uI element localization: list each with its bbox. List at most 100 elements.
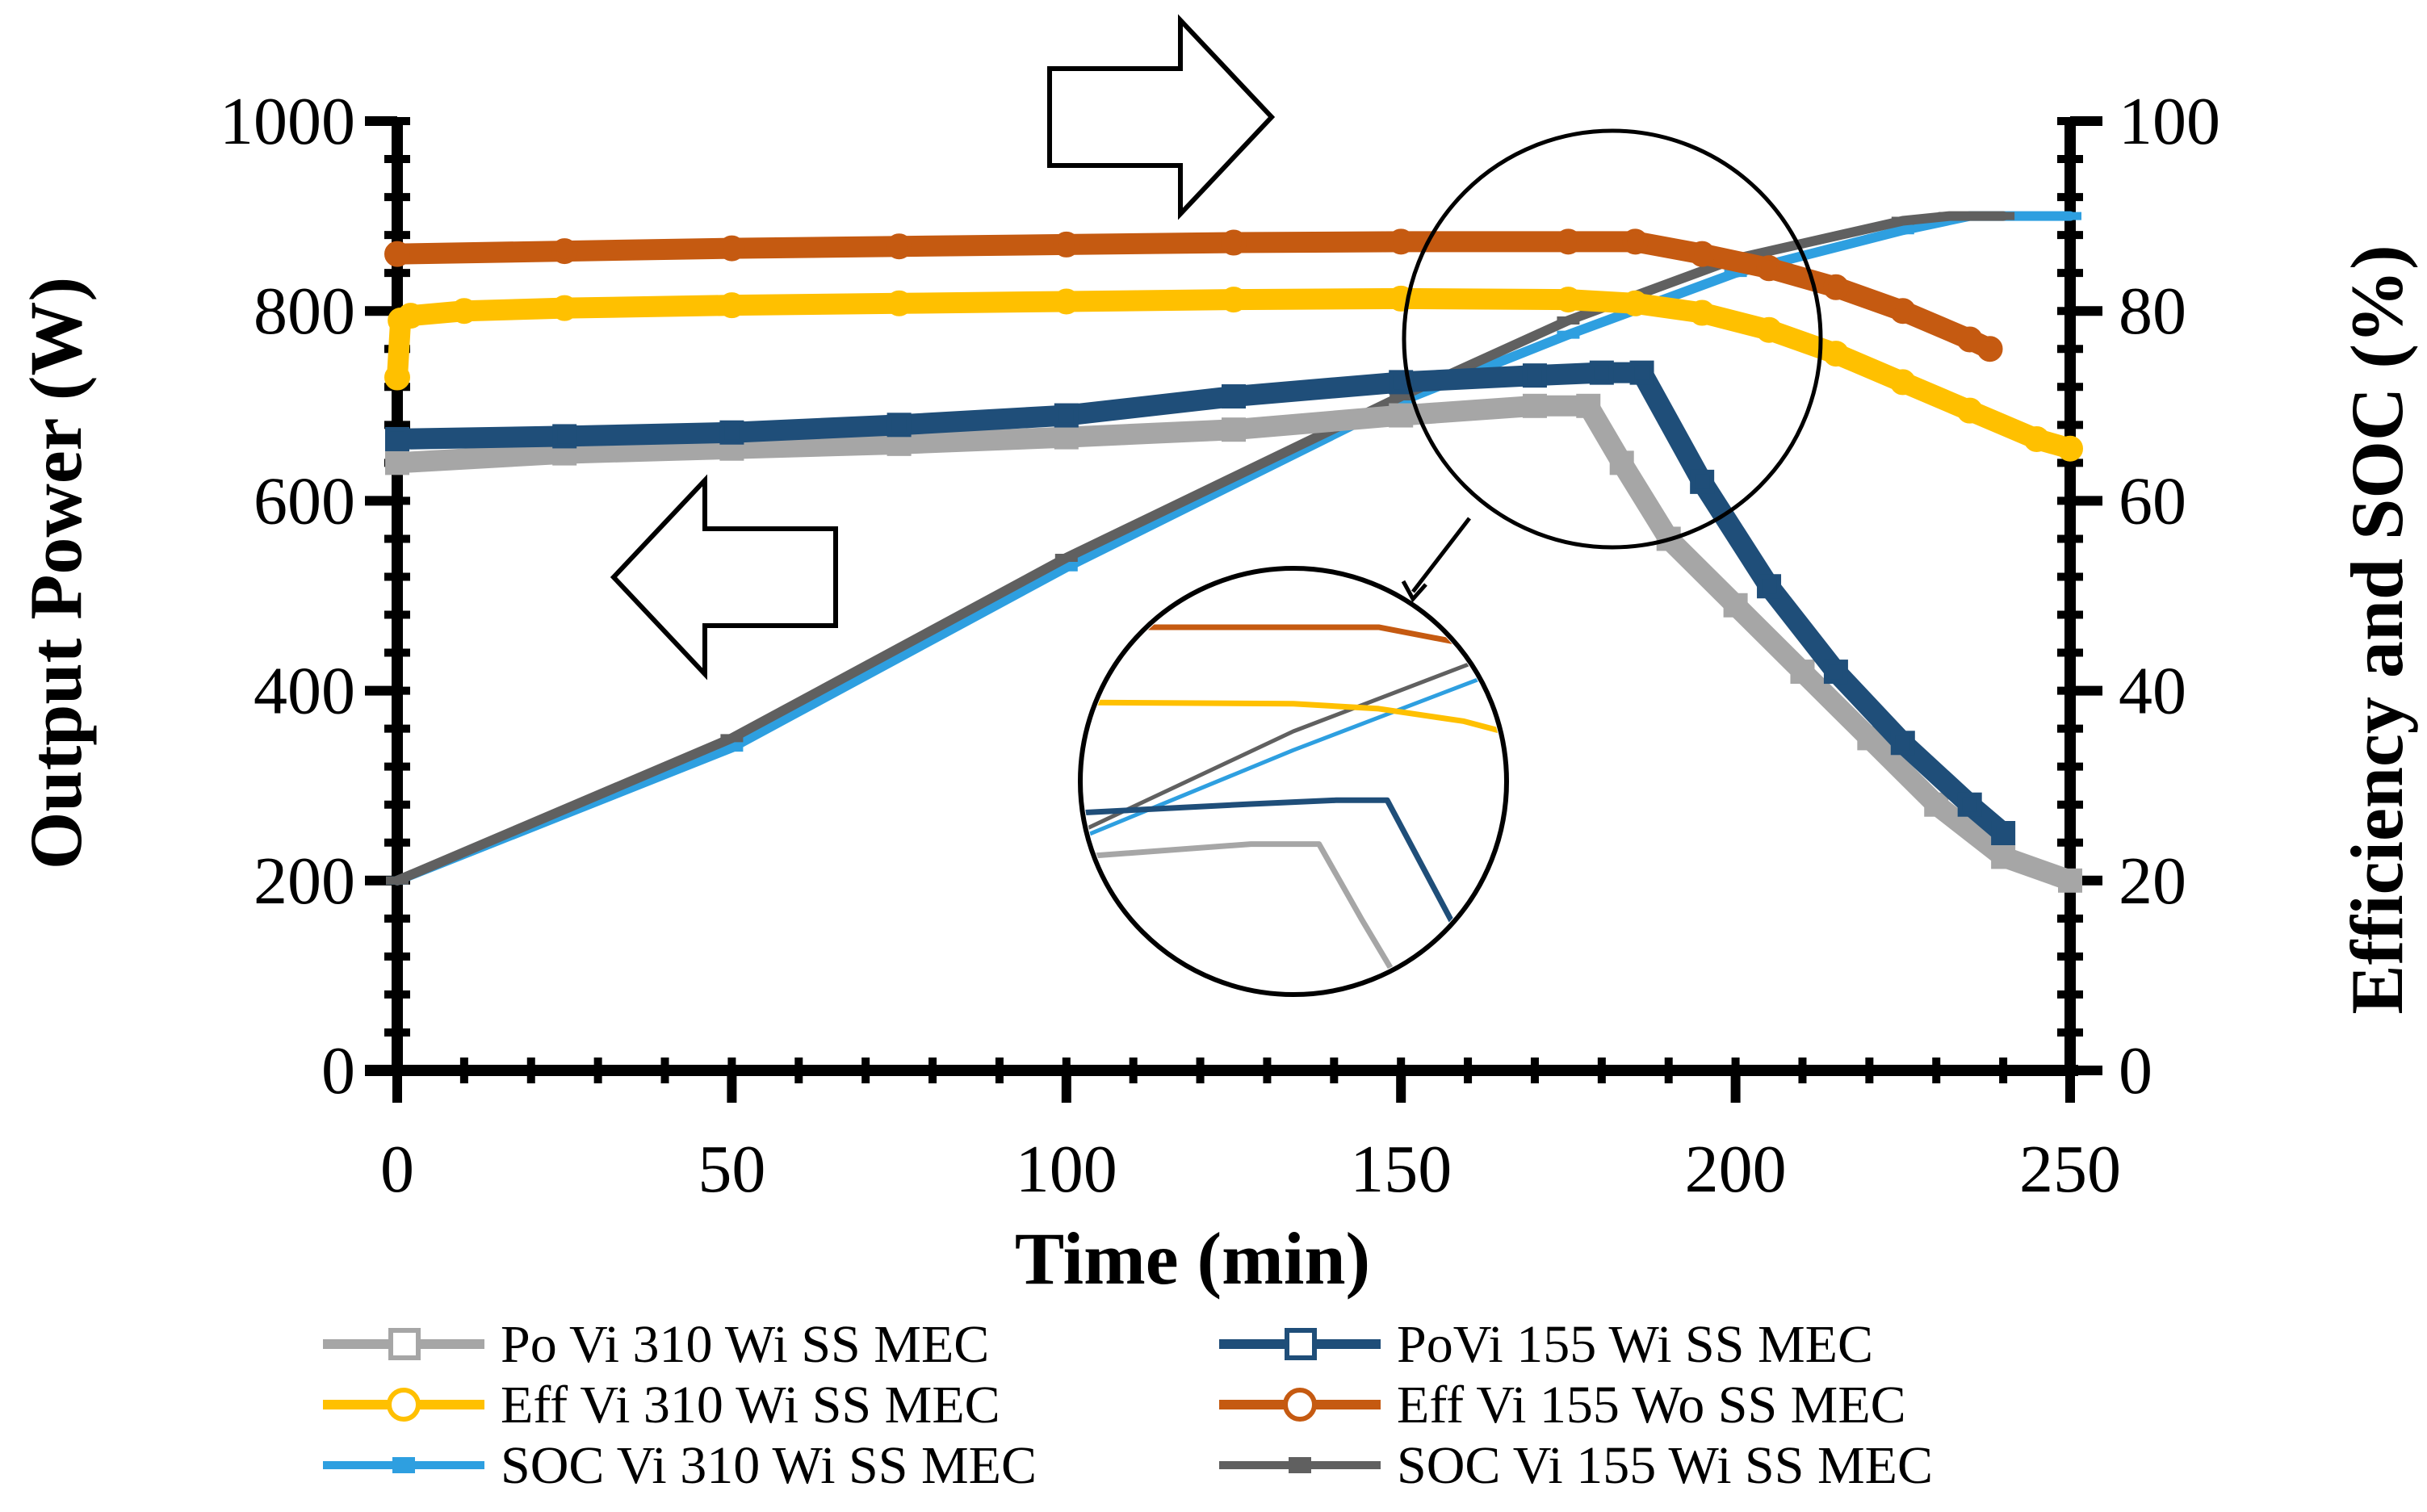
data-point	[887, 413, 912, 438]
legend-label: PoVi 155 Wi SS MEC	[1397, 1315, 1873, 1374]
data-point	[1889, 369, 1916, 396]
right-tick-label: 60	[2119, 463, 2186, 538]
legend-dash-marker	[392, 1457, 415, 1473]
annotations	[610, 14, 1823, 997]
right-tick-label: 100	[2119, 84, 2220, 159]
data-point	[1053, 288, 1079, 315]
legend-circle-marker	[387, 1388, 421, 1422]
data-point	[1522, 363, 1547, 388]
data-point	[1622, 290, 1649, 316]
data-point	[385, 426, 409, 451]
legend-square-marker	[1285, 1328, 1317, 1360]
data-point	[2057, 435, 2083, 462]
data-point	[1389, 403, 1414, 428]
inset-series-line-1	[1084, 797, 1503, 991]
zoom-inset-circle	[1078, 566, 1509, 997]
left-arrow-icon	[610, 474, 838, 681]
data-point	[2058, 868, 2082, 893]
data-point	[1656, 526, 1681, 551]
left-tick-label: 400	[254, 654, 355, 729]
data-point	[1723, 593, 1748, 618]
data-point	[1756, 316, 1783, 343]
data-point	[1388, 228, 1415, 255]
data-point	[1222, 384, 1246, 409]
data-point	[1790, 660, 1815, 685]
right-y-axis-title: Efficiency and SOC (%)	[2336, 245, 2418, 1014]
right-tick-label: 0	[2119, 1033, 2152, 1108]
x-tick-label: 150	[1350, 1132, 1452, 1207]
data-point	[1957, 792, 1982, 817]
data-point	[1956, 326, 1983, 353]
data-point	[551, 295, 578, 321]
data-point	[1924, 792, 1949, 817]
series-line-3	[387, 231, 2001, 360]
data-point	[1823, 660, 1848, 685]
inset-series-line-4	[1084, 591, 1503, 991]
data-point	[1221, 229, 1247, 256]
data-point	[451, 298, 477, 325]
x-tick-label: 200	[1685, 1132, 1787, 1207]
inset-series-line-0	[1084, 841, 1503, 991]
data-point	[1991, 821, 2016, 845]
right-tick-label: 80	[2119, 274, 2186, 349]
data-point	[1221, 287, 1247, 313]
axis-labels: Time (min) Output Power (W) Efficiency a…	[15, 245, 2418, 1300]
data-point	[384, 241, 410, 267]
series-layer	[384, 211, 2083, 893]
x-tick-label: 100	[1016, 1132, 1117, 1207]
data-point	[1976, 336, 2003, 362]
legend-item: Po Vi 310 Wi SS MEC	[323, 1315, 989, 1374]
x-tick-label: 50	[698, 1132, 765, 1207]
legend-label: SOC Vi 155 Wi SS MEC	[1397, 1436, 1933, 1495]
zoom-pointer-arrowhead	[1401, 580, 1427, 603]
series-line-2	[387, 287, 2081, 459]
series-line-1	[387, 362, 2014, 844]
data-point	[1956, 397, 1983, 424]
data-point	[1756, 255, 1783, 282]
data-point	[719, 420, 744, 445]
data-point	[397, 303, 424, 329]
legend-label: Eff Vi 310 Wi SS MEC	[501, 1376, 1000, 1435]
zoom-pointer-line	[1411, 517, 1471, 593]
data-point	[886, 290, 912, 316]
data-point	[2023, 425, 2050, 452]
data-point	[719, 292, 745, 319]
data-point	[1689, 241, 1716, 267]
data-point	[551, 238, 578, 265]
data-point	[1555, 287, 1582, 313]
data-point	[719, 235, 745, 262]
data-point	[1576, 393, 1601, 418]
left-tick-label: 800	[254, 274, 355, 349]
x-axis-title: Time (min)	[1015, 1217, 1370, 1300]
data-point	[552, 424, 577, 449]
legend-label: SOC Vi 310 Wi SS MEC	[501, 1436, 1037, 1495]
left-tick-label: 0	[321, 1033, 355, 1108]
data-point	[1222, 417, 1246, 442]
legend-circle-marker	[1283, 1388, 1317, 1422]
left-tick-label: 200	[254, 844, 355, 919]
inset-series-line-3	[1084, 624, 1503, 772]
zoom-inset-content	[1084, 591, 1503, 991]
data-point	[384, 364, 410, 391]
inset-series-line-5	[1084, 591, 1503, 991]
data-point	[1054, 403, 1079, 428]
data-point	[1555, 228, 1582, 255]
legend-dash-marker	[1289, 1457, 1311, 1473]
data-point	[1689, 299, 1716, 326]
data-point	[1629, 360, 1654, 385]
zoom-inset-series	[1084, 591, 1503, 991]
legend-item: Eff Vi 155 Wo SS MEC	[1219, 1376, 1906, 1435]
data-point	[1690, 469, 1715, 494]
right-tick-label: 40	[2119, 654, 2186, 729]
data-point	[1889, 298, 1916, 325]
data-point	[1053, 231, 1079, 258]
left-tick-label: 1000	[220, 84, 355, 159]
data-point	[1054, 425, 1079, 450]
legend-item: PoVi 155 Wi SS MEC	[1219, 1315, 1873, 1374]
data-point	[1757, 574, 1782, 599]
legend-label: Eff Vi 155 Wo SS MEC	[1397, 1376, 1906, 1435]
data-point	[1609, 450, 1634, 475]
data-point	[1857, 726, 1882, 751]
